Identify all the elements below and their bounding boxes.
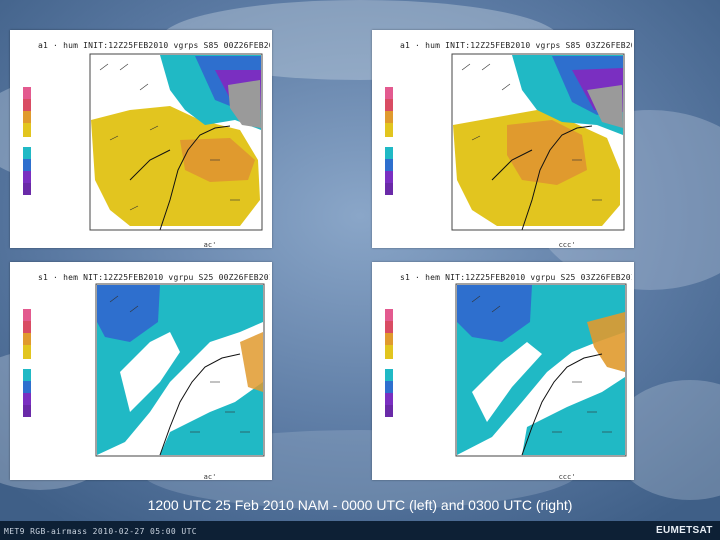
color-legend (385, 87, 393, 195)
panel-level-label: ac' (203, 473, 217, 481)
coastline (159, 353, 241, 456)
orange-patch (240, 332, 263, 392)
map-panel-bottom-left: s1 · hem NIT:12Z25FEB2010 vgrpu S25 00Z2… (10, 262, 272, 481)
weather-map (23, 283, 265, 457)
panel-level-label: ccc' (558, 473, 576, 481)
map-panel-bottom-right: s1 · hem NIT:12Z25FEB2010 vgrpu S25 03Z2… (372, 262, 634, 481)
footer-bar (0, 521, 720, 540)
white-region (472, 342, 542, 422)
panel-title: a1 · hum INIT:12Z25FEB2010 vgrps S85 00Z… (38, 41, 270, 50)
color-legend (23, 309, 31, 417)
panel-title: a1 · hum INIT:12Z25FEB2010 vgrps S85 03Z… (400, 41, 632, 50)
weather-map (23, 53, 263, 231)
orange-region (507, 120, 587, 185)
white-region (120, 332, 180, 412)
cyan-ocean (160, 382, 263, 455)
gray-region (228, 80, 261, 128)
panel-title: s1 · hem NIT:12Z25FEB2010 vgrpu S25 00Z2… (38, 273, 270, 282)
slide-caption: 1200 UTC 25 Feb 2010 NAM - 0000 UTC (lef… (147, 497, 573, 513)
blue-region (97, 285, 160, 342)
map-panel-top-right: a1 · hum INIT:12Z25FEB2010 vgrps S85 03Z… (372, 30, 634, 249)
coastline (521, 353, 603, 456)
eumetsat-logo: EUMETSAT (656, 525, 713, 536)
yellow-region (91, 106, 260, 226)
map-panel-top-left: a1 · hum INIT:12Z25FEB2010 vgrps S85 00Z… (10, 30, 272, 249)
panel-level-label: ac' (203, 241, 217, 249)
satellite-source-label: MET9 RGB-airmass 2010-02-27 05:00 UTC (4, 527, 198, 536)
weather-map (385, 53, 625, 231)
orange-patch (587, 312, 625, 372)
cyan-ocean (522, 377, 625, 455)
gray-region (587, 85, 623, 128)
weather-map (385, 283, 627, 457)
coastline (129, 125, 231, 231)
coastline (491, 125, 593, 231)
panel-level-label: ccc' (558, 241, 576, 249)
color-legend (385, 309, 393, 417)
color-legend (23, 87, 31, 195)
panel-title: s1 · hem NIT:12Z25FEB2010 vgrpu S25 03Z2… (400, 273, 632, 282)
